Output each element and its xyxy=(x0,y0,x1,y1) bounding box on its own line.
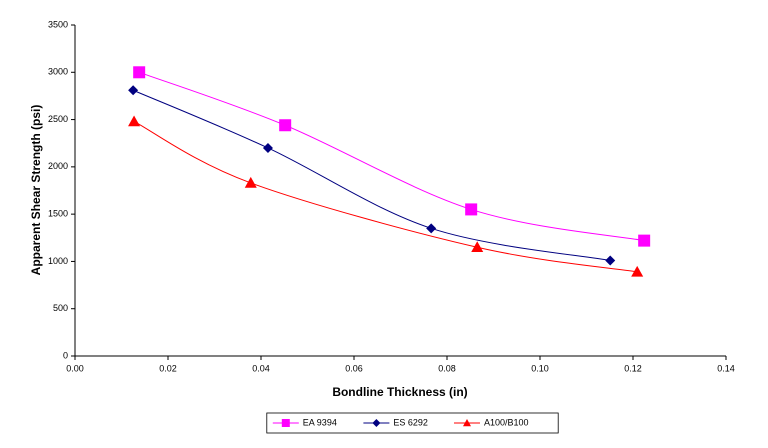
x-tick-label: 0.12 xyxy=(624,363,642,373)
y-tick-label: 1000 xyxy=(48,256,68,266)
y-tick-label: 3000 xyxy=(48,67,68,77)
marker xyxy=(426,223,437,234)
legend-marker xyxy=(281,419,290,427)
x-tick-label: 0.04 xyxy=(252,363,270,373)
marker xyxy=(605,255,616,266)
x-axis-title: Bondline Thickness (in) xyxy=(332,385,467,399)
x-tick-label: 0.02 xyxy=(159,363,177,373)
legend-box xyxy=(266,412,559,434)
marker xyxy=(279,119,292,132)
x-tick-label: 0.08 xyxy=(438,363,456,373)
legend-label: ES 6292 xyxy=(393,417,428,427)
marker xyxy=(244,176,257,188)
marker xyxy=(128,85,139,96)
y-tick-label: 1500 xyxy=(48,209,68,219)
x-tick-label: 0.00 xyxy=(66,363,84,373)
y-tick-label: 3500 xyxy=(48,19,68,29)
marker xyxy=(471,241,484,253)
y-tick-label: 2000 xyxy=(48,161,68,171)
legend-marker xyxy=(372,419,381,427)
marker xyxy=(465,203,478,216)
legend-label: A100/B100 xyxy=(484,417,529,427)
y-tick-label: 500 xyxy=(53,303,68,313)
legend-marker xyxy=(463,419,471,427)
series-line xyxy=(138,71,645,242)
series-line xyxy=(132,89,611,261)
series-line xyxy=(133,121,638,273)
marker xyxy=(631,265,644,277)
marker xyxy=(262,142,273,153)
y-axis-title: Apparent Shear Strength (psi) xyxy=(29,105,43,276)
marker xyxy=(638,234,651,247)
legend-label: EA 9394 xyxy=(303,417,337,427)
x-tick-label: 0.10 xyxy=(531,363,549,373)
marker xyxy=(133,66,146,79)
legend: EA 9394 ES 6292 A100/B100 xyxy=(266,412,559,434)
marker xyxy=(128,115,141,127)
y-tick-label: 2500 xyxy=(48,114,68,124)
x-tick-label: 0.14 xyxy=(717,363,735,373)
x-tick-label: 0.06 xyxy=(345,363,363,373)
y-tick-label: 0 xyxy=(63,350,68,360)
